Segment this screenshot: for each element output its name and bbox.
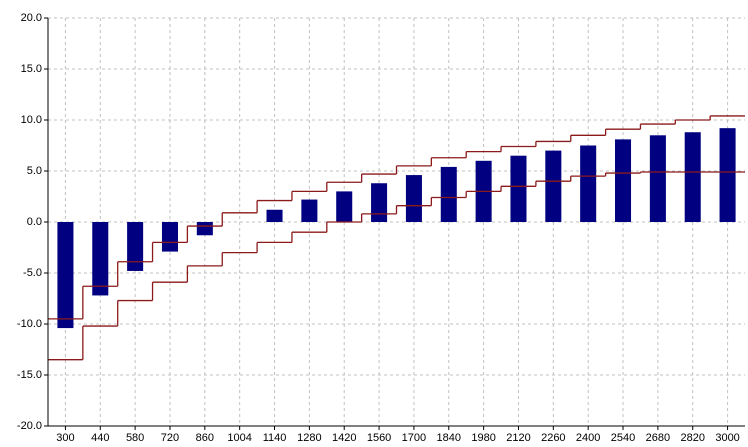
x-tick-label: 2540 [611,432,635,444]
x-tick-label: 3000 [715,432,739,444]
x-tick-label: 2820 [680,432,704,444]
bar [545,150,562,222]
bar [196,222,213,236]
bar [301,199,318,222]
x-tick-label: 2680 [646,432,670,444]
x-tick-label: 1840 [437,432,461,444]
x-tick-label: 1420 [332,432,356,444]
bar [440,166,457,222]
bar [615,139,632,222]
x-tick-label: 1140 [263,432,287,444]
bar [371,183,388,222]
y-tick-label: -10.0 [17,318,42,330]
bar [336,191,353,222]
bar [161,222,178,252]
x-tick-label: 860 [196,432,214,444]
x-tick-label: 2120 [506,432,530,444]
bar [580,145,597,222]
y-tick-label: 10.0 [21,114,42,126]
x-tick-label: 1004 [227,432,251,444]
x-tick-label: 2400 [576,432,600,444]
bar [127,222,144,271]
y-tick-label: 20.0 [21,12,42,24]
x-tick-label: 1700 [402,432,426,444]
bar [649,135,666,222]
bar [57,222,74,329]
x-tick-label: 1280 [297,432,321,444]
x-tick-label: 300 [56,432,74,444]
bar [684,132,701,222]
bar [92,222,109,296]
bar [719,128,736,222]
x-tick-label: 580 [126,432,144,444]
y-tick-label: -20.0 [17,420,42,432]
y-tick-label: -15.0 [17,369,42,381]
x-tick-label: 440 [91,432,109,444]
x-tick-label: 720 [161,432,179,444]
y-tick-label: 0.0 [27,216,42,228]
x-tick-label: 1980 [471,432,495,444]
bar [266,209,283,222]
y-tick-label: -5.0 [23,267,42,279]
y-tick-label: 15.0 [21,63,42,75]
x-tick-label: 1560 [367,432,391,444]
y-tick-label: 5.0 [27,165,42,177]
bar [405,175,422,222]
x-tick-label: 2260 [541,432,565,444]
bar [510,155,527,222]
